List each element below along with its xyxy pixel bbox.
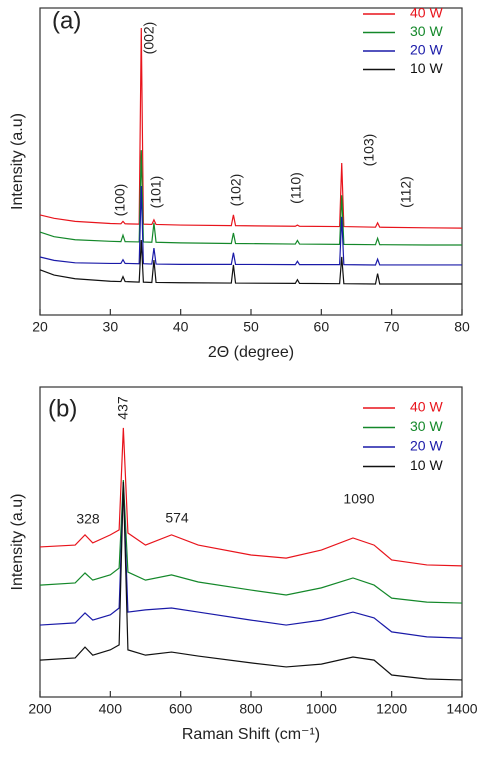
peak-label: (110): [288, 172, 304, 204]
x-axis-label: Raman Shift (cm⁻¹): [182, 726, 320, 743]
plot-frame: [39, 386, 463, 698]
peak-label: (100): [112, 184, 128, 217]
data-line: [39, 479, 463, 604]
x-tick-label: 200: [28, 701, 52, 717]
legend-label: 40 W: [410, 5, 443, 21]
x-axis-label: 2Θ (degree): [208, 344, 294, 361]
x-tick-label: 80: [454, 319, 470, 335]
peak-label: (103): [361, 134, 377, 167]
x-tick-label: 600: [169, 701, 193, 717]
peak-label: 328: [76, 511, 100, 527]
peak-label: (112): [398, 176, 414, 208]
peak-label: 437: [115, 396, 131, 420]
legend-label: 20 W: [410, 438, 443, 454]
y-axis-label: Intensity (a.u): [9, 113, 26, 210]
peak-label: (102): [228, 174, 244, 207]
x-tick-label: 1000: [306, 701, 337, 717]
legend-label: 30 W: [410, 418, 443, 434]
legend-label: 20 W: [410, 42, 443, 58]
peak-label: 574: [165, 510, 189, 526]
data-line: [39, 186, 462, 266]
data-line: [39, 481, 463, 681]
x-tick-label: 1400: [446, 701, 477, 717]
x-tick-label: 400: [99, 701, 123, 717]
peak-label: (002): [141, 22, 157, 55]
data-line: [39, 484, 463, 639]
plot-frame: [39, 7, 463, 316]
x-tick-label: 50: [243, 319, 259, 335]
x-tick-label: 70: [384, 319, 400, 335]
legend-label: 40 W: [410, 399, 443, 415]
legend-label: 10 W: [410, 457, 443, 473]
x-tick-label: 20: [32, 319, 48, 335]
peak-label: (101): [148, 176, 164, 209]
data-line: [39, 27, 463, 229]
x-tick-label: 40: [173, 319, 189, 335]
data-line: [39, 427, 463, 567]
y-axis-label: Intensity (a.u): [9, 494, 26, 591]
x-tick-label: 30: [103, 319, 119, 335]
x-tick-label: 800: [239, 701, 263, 717]
legend-label: 10 W: [410, 60, 443, 76]
panel-label: (b): [48, 395, 77, 422]
peak-label: 1090: [343, 491, 374, 507]
data-line: [39, 240, 462, 285]
x-tick-label: 60: [314, 319, 330, 335]
legend-label: 30 W: [410, 23, 443, 39]
x-tick-label: 1200: [376, 701, 407, 717]
panel-label: (a): [52, 7, 81, 34]
data-line: [39, 150, 462, 246]
